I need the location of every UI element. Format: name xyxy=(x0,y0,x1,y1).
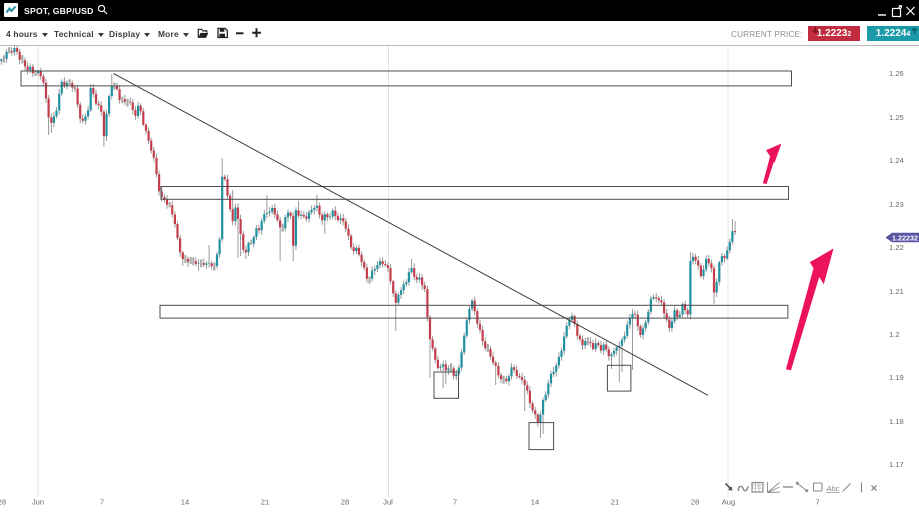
svg-text:1.19: 1.19 xyxy=(889,373,904,382)
svg-text:28: 28 xyxy=(0,498,6,507)
svg-text:1.22: 1.22 xyxy=(889,243,904,252)
svg-text:14: 14 xyxy=(181,498,189,507)
svg-text:1.2: 1.2 xyxy=(889,330,900,339)
svg-text:28: 28 xyxy=(341,498,349,507)
svg-text:1.23: 1.23 xyxy=(889,200,904,209)
svg-text:1.18: 1.18 xyxy=(889,417,904,426)
svg-text:1.17: 1.17 xyxy=(889,460,904,469)
svg-text:14: 14 xyxy=(531,498,539,507)
svg-text:21: 21 xyxy=(611,498,619,507)
svg-text:1.21: 1.21 xyxy=(889,287,904,296)
svg-text:Abc: Abc xyxy=(826,484,840,493)
svg-text:1.26: 1.26 xyxy=(889,69,904,78)
svg-text:7: 7 xyxy=(815,498,819,507)
svg-text:7: 7 xyxy=(100,498,104,507)
svg-text:1.24: 1.24 xyxy=(889,156,904,165)
svg-text:7: 7 xyxy=(453,498,457,507)
svg-text:Jul: Jul xyxy=(383,498,393,507)
svg-text:Jun: Jun xyxy=(32,498,44,507)
svg-text:Aug: Aug xyxy=(722,498,736,507)
svg-text:28: 28 xyxy=(691,498,699,507)
svg-text:1.22232: 1.22232 xyxy=(892,233,918,242)
svg-text:21: 21 xyxy=(261,498,269,507)
svg-text:1.25: 1.25 xyxy=(889,113,904,122)
